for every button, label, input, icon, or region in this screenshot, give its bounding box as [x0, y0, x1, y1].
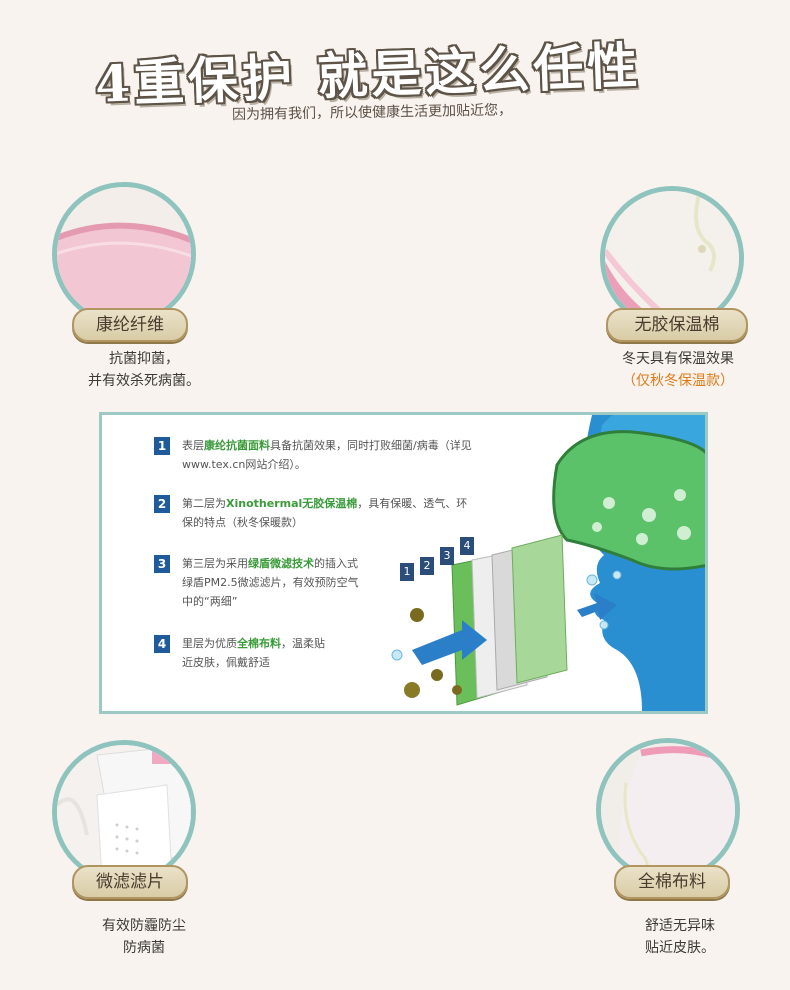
- mask-layers-illustration: [391, 415, 705, 711]
- desc-line: 舒适无异味: [645, 918, 715, 934]
- layer-label: 2: [420, 557, 434, 575]
- desc-line: 并有效杀死病菌。: [88, 373, 200, 389]
- fiber-closeup-image: [52, 182, 196, 326]
- desc-line: 防病菌: [123, 940, 165, 956]
- seasonal-note: （仅秋冬保温款）: [622, 373, 734, 389]
- step-text-2: 第二层为Xinothermal无胶保温棉，具有保暖、透气、环保的特点（秋冬保暖款…: [182, 494, 472, 532]
- step-pre: 表层: [182, 439, 204, 452]
- step-post: 具备抗菌效果，同时打败细菌/病毒（详见www.tex.cn网站介绍）。: [182, 439, 472, 471]
- thermal-cotton-image: [600, 186, 744, 330]
- step-pre: 里层为优质: [182, 637, 237, 650]
- cotton-fabric-image: [596, 738, 740, 882]
- step-post: ，具有保暖、透气、环保的特点（秋冬保暖款）: [182, 497, 468, 529]
- desc-line: 有效防霾防尘: [102, 918, 186, 934]
- step-pre: 第二层为: [182, 497, 226, 510]
- filter-sheet-image: [52, 740, 196, 884]
- step-number: 4: [154, 635, 170, 653]
- layer-label: 3: [440, 547, 454, 565]
- desc-thermal-cotton: 冬天具有保温效果 （仅秋冬保温款）: [578, 348, 778, 392]
- layer-diagram: 1 表层康纶抗菌面料具备抗菌效果，同时打败细菌/病毒（详见www.tex.cn网…: [99, 412, 708, 714]
- step-number: 3: [154, 555, 170, 573]
- step-text-4: 里层为优质全棉布料，温柔贴近皮肤，佩戴舒适: [182, 634, 332, 672]
- step-post: 的插入式绿盾PM2.5微滤滤片，有效预防空气中的“两细”: [182, 557, 359, 608]
- tag-thermal-cotton: 无胶保温棉: [606, 308, 748, 342]
- step-text-3: 第三层为采用绿盾微滤技术的插入式绿盾PM2.5微滤滤片，有效预防空气中的“两细”: [182, 554, 367, 611]
- desc-kanglun-fiber: 抗菌抑菌， 并有效杀死病菌。: [44, 348, 244, 392]
- tag-kanglun-fiber: 康纶纤维: [72, 308, 188, 342]
- step-pre: 第三层为采用: [182, 557, 248, 570]
- tag-filter-sheet: 微滤滤片: [72, 865, 188, 899]
- step-highlight: 全棉布料: [237, 637, 281, 650]
- step-highlight: 绿盾微滤技术: [248, 557, 314, 570]
- desc-filter-sheet: 有效防霾防尘 防病菌: [44, 915, 244, 959]
- step-number: 2: [154, 495, 170, 513]
- layer-label: 1: [400, 563, 414, 581]
- tag-cotton-fabric: 全棉布料: [614, 865, 730, 899]
- step-number: 1: [154, 437, 170, 455]
- desc-line: 抗菌抑菌，: [109, 351, 179, 367]
- step-highlight: 康纶抗菌面料: [204, 439, 270, 452]
- step-text-1: 表层康纶抗菌面料具备抗菌效果，同时打败细菌/病毒（详见www.tex.cn网站介…: [182, 436, 472, 474]
- desc-line: 贴近皮肤。: [645, 940, 715, 956]
- step-highlight: Xinothermal无胶保温棉: [226, 497, 358, 510]
- layer-label: 4: [460, 537, 474, 555]
- step-post: ，温柔贴近皮肤，佩戴舒适: [182, 637, 325, 669]
- desc-line: 冬天具有保温效果: [622, 351, 734, 367]
- desc-cotton-fabric: 舒适无异味 贴近皮肤。: [580, 915, 780, 959]
